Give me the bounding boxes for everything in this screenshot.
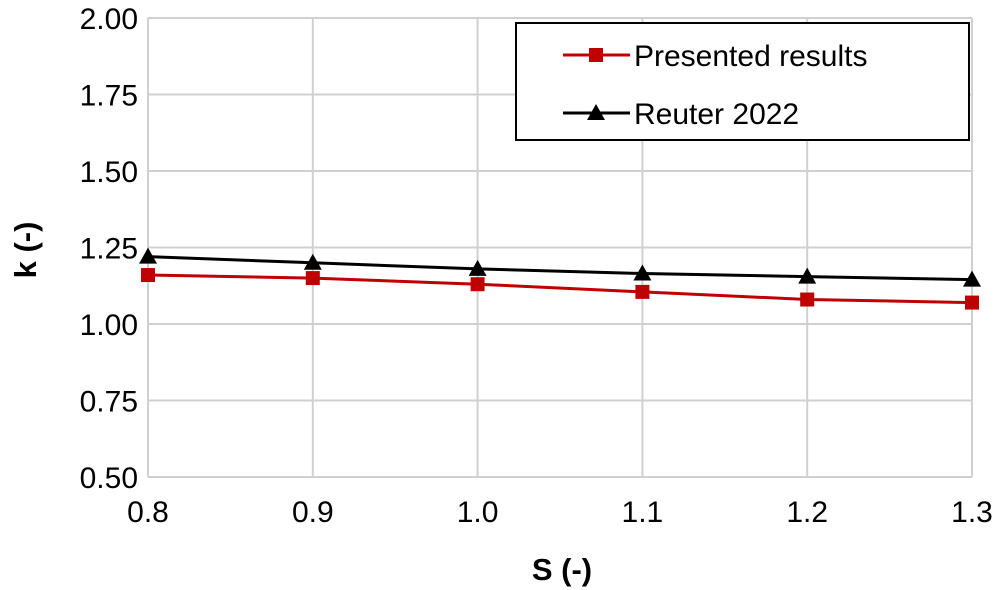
legend-marker-square xyxy=(589,48,603,62)
y-tick-label: 0.75 xyxy=(80,386,138,419)
x-tick-label: 1.0 xyxy=(457,496,499,529)
data-point-square xyxy=(470,277,485,292)
data-point-square xyxy=(141,268,155,283)
legend: Presented results Reuter 2022 xyxy=(515,22,970,141)
data-point-triangle xyxy=(303,253,322,270)
x-tick-label: 0.9 xyxy=(292,496,334,529)
y-axis-title: k (-) xyxy=(8,222,43,279)
x-axis-title: S (-) xyxy=(532,552,592,587)
y-tick-label: 1.75 xyxy=(80,80,138,113)
legend-label: Reuter 2022 xyxy=(634,98,799,131)
legend-entry: Presented results xyxy=(563,40,867,73)
series-line xyxy=(147,273,973,305)
legend-box xyxy=(515,22,970,141)
x-tick-label: 1.1 xyxy=(622,496,664,529)
legend-marker-triangle xyxy=(587,104,605,120)
x-tick-label: 0.8 xyxy=(127,496,169,529)
series-line xyxy=(147,255,973,282)
x-tick-labels: 0.8 0.9 1.0 1.1 1.2 1.3 xyxy=(127,496,993,529)
data-point-square xyxy=(965,295,979,310)
data-point-triangle xyxy=(963,270,981,287)
legend-entries: Presented results Reuter 2022 xyxy=(563,40,867,131)
y-tick-label: 0.50 xyxy=(80,462,138,495)
y-tick-label: 1.00 xyxy=(80,309,138,342)
y-tick-label: 1.50 xyxy=(80,156,138,189)
data-point-triangle xyxy=(139,247,157,264)
data-point-square xyxy=(305,271,320,286)
series-presented-results xyxy=(141,268,979,310)
data-point-triangle xyxy=(468,259,487,276)
data-point-square xyxy=(635,284,650,299)
series-reuter-2022 xyxy=(139,247,981,287)
x-tick-label: 1.3 xyxy=(951,496,993,529)
data-point-square xyxy=(800,292,815,307)
y-tick-label: 2.00 xyxy=(80,3,138,36)
y-tick-label: 1.25 xyxy=(80,233,138,266)
data-point-triangle xyxy=(798,267,817,284)
legend-entry: Reuter 2022 xyxy=(563,98,799,131)
x-tick-label: 1.2 xyxy=(786,496,828,529)
series-layer xyxy=(139,247,981,310)
y-tick-labels: 0.50 0.75 1.00 1.25 1.50 1.75 2.00 xyxy=(80,3,138,495)
legend-label: Presented results xyxy=(634,40,867,73)
data-point-triangle xyxy=(633,264,652,281)
